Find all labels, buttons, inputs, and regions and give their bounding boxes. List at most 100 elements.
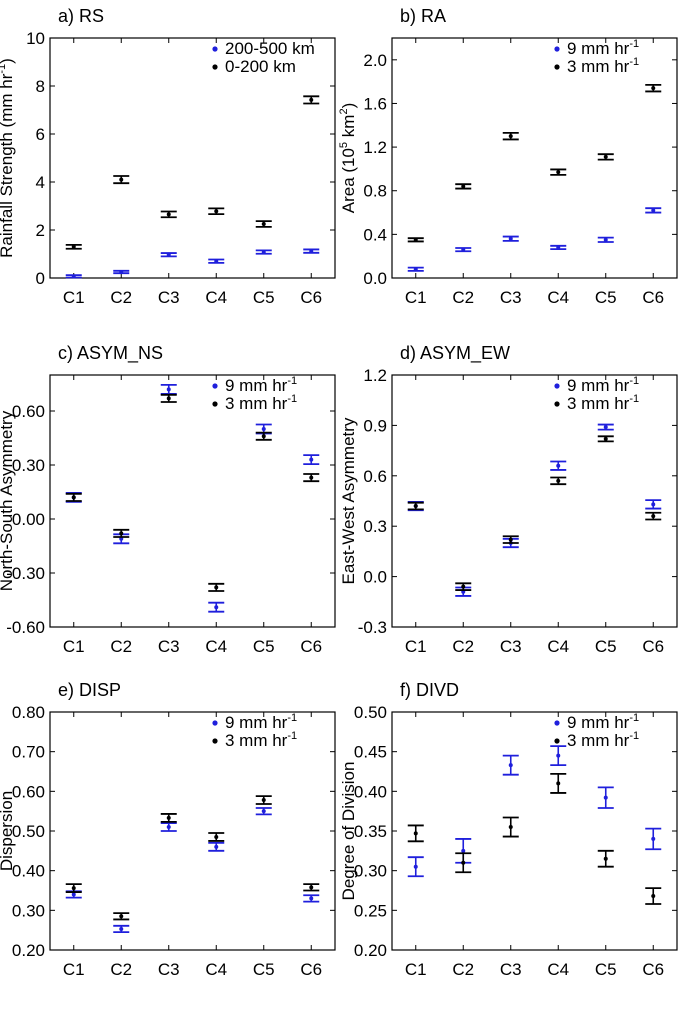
data-point (556, 463, 561, 468)
legend-marker (212, 46, 218, 52)
data-point (214, 259, 219, 264)
x-tick-label: C2 (452, 288, 474, 307)
legend-label: 3 mm hr-1 (567, 56, 639, 76)
errorbar-blue (303, 248, 320, 254)
data-point (461, 184, 466, 189)
data-point (214, 585, 219, 590)
y-tick-label: 0.30 (12, 901, 45, 920)
legend-marker (212, 720, 218, 726)
errorbar-blue (597, 236, 614, 243)
errorbar-black (65, 243, 82, 250)
data-point (651, 502, 656, 507)
chart-panel-2: b) RA 0.0 0.4 0.8 1.2 1.6 2.0 C1 C2 C3 C4 C5 C6 Area … (338, 6, 678, 307)
errorbar-black (455, 852, 472, 874)
data-point (214, 605, 219, 610)
data-point (556, 781, 561, 786)
legend-label-sup: -1 (629, 375, 639, 387)
legend-label-sup: -1 (629, 56, 639, 68)
x-tick-label: C6 (300, 637, 322, 656)
data-point (603, 795, 608, 800)
x-tick-label: C3 (158, 637, 180, 656)
y-axis-title-text: Degree of Division (339, 762, 358, 901)
y-tick-label: 0.70 (12, 743, 45, 762)
errorbar-blue (65, 274, 82, 279)
chart-panel-6: f) DIVD 0.20 0.25 0.30 0.35 0.40 0.45 0.50 C1 C2 C… (339, 680, 678, 979)
x-tick-label: C2 (110, 288, 132, 307)
legend-label: 9 mm hr-1 (567, 375, 639, 395)
legend-marker (212, 401, 218, 407)
y-axis-title-text: Rainfall Strength (mm hr (0, 73, 16, 258)
legend-marker (212, 64, 218, 70)
legend-label: 3 mm hr-1 (225, 730, 297, 750)
x-tick-label: C1 (63, 960, 85, 979)
y-axis-title-text: Area (10 (339, 148, 358, 213)
y-axis-title: North-South Asymmetry (0, 410, 16, 591)
x-tick-label: C6 (300, 960, 322, 979)
data-point (651, 836, 656, 841)
y-tick-label: 0.00 (12, 510, 45, 529)
x-tick-label: C5 (253, 288, 275, 307)
errorbar-black (407, 824, 424, 843)
errorbar-black (550, 772, 567, 794)
errorbar-blue (502, 754, 519, 776)
chart-panel-1: a) RS 0 2 4 6 8 10 C1 C2 C3 C4 C5 C6 Rainfall Strengt… (0, 6, 336, 307)
errorbar-black (550, 476, 567, 486)
y-tick-label: 0.40 (354, 782, 387, 801)
data-point (603, 237, 608, 242)
y-tick-label: 1.2 (363, 138, 387, 157)
legend-label-sup: -1 (629, 393, 639, 405)
errorbar-black (208, 582, 225, 592)
x-tick-label: C1 (405, 288, 427, 307)
legend-label-sup: -1 (629, 38, 639, 50)
data-point (261, 222, 266, 226)
data-point (119, 177, 124, 182)
x-tick-label: C3 (158, 960, 180, 979)
errorbar-black (303, 95, 320, 105)
x-tick-label: C1 (63, 637, 85, 656)
legend-label-sup: -1 (629, 712, 639, 724)
legend: 9 mm hr-13 mm hr-1 (212, 375, 297, 413)
x-tick-label: C3 (158, 288, 180, 307)
x-tick-label: C1 (405, 637, 427, 656)
y-tick-label: 10 (26, 29, 45, 48)
y-tick-label: 0.4 (363, 225, 387, 244)
data-point (508, 134, 513, 139)
data-point (166, 252, 171, 257)
x-tick-label: C5 (595, 637, 617, 656)
data-point (508, 763, 513, 768)
data-point (261, 798, 266, 803)
chart-panel-5: e) DISP 0.20 0.30 0.40 0.50 0.60 0.70 0.80 C1 C2 C… (0, 680, 336, 979)
legend-marker (554, 738, 560, 744)
y-axis-title-sup: 5 (338, 142, 350, 148)
data-point (556, 478, 561, 483)
legend: 200-500 km0-200 km (212, 39, 315, 76)
legend-marker (554, 383, 560, 389)
errorbar-black (407, 501, 424, 511)
legend-marker (212, 738, 218, 744)
errorbar-black (597, 849, 614, 868)
y-tick-label: 2.0 (363, 51, 387, 70)
y-tick-label: 0.6 (363, 467, 387, 486)
data-point (166, 387, 171, 392)
plot-frame (391, 374, 678, 628)
legend-label-sup: -1 (287, 393, 297, 405)
errorbar-black (502, 132, 519, 141)
panel-title: b) RA (400, 6, 446, 26)
errorbar-black (65, 883, 82, 893)
legend-label: 3 mm hr-1 (567, 393, 639, 413)
y-tick-label: 0.30 (12, 456, 45, 475)
legend-label: 9 mm hr-1 (567, 38, 639, 58)
x-tick-label: C3 (500, 960, 522, 979)
y-tick-label: 0.20 (12, 941, 45, 960)
x-tick-label: C2 (110, 637, 132, 656)
errorbar-blue (303, 894, 320, 903)
errorbar-blue (645, 499, 662, 510)
errorbar-blue (550, 745, 567, 767)
data-point (309, 457, 314, 462)
legend-marker (554, 46, 560, 52)
data-point (261, 809, 266, 814)
legend-label-sup: -1 (287, 712, 297, 724)
panel-title: c) ASYM_NS (58, 343, 163, 364)
data-point (71, 274, 76, 279)
